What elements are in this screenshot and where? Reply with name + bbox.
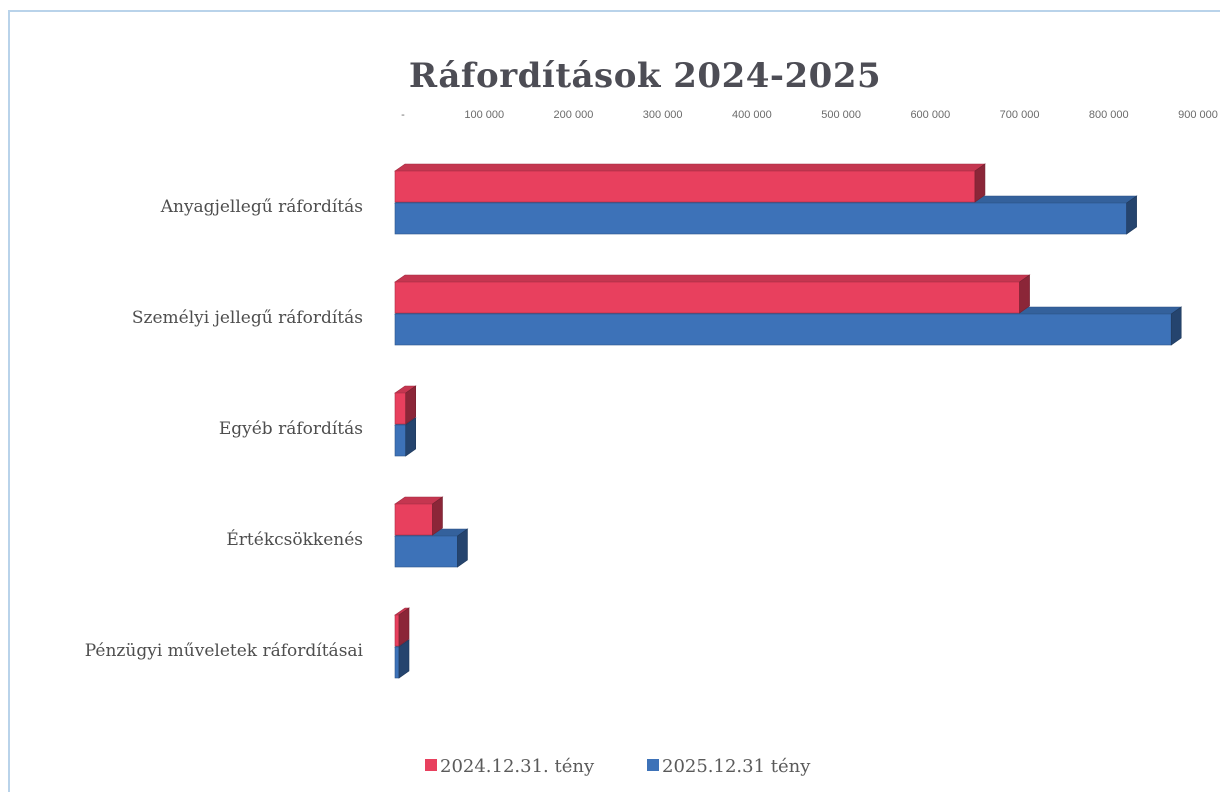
x-axis-ticks: - 100 000 200 000 300 000 400 000 500 000 600 … [401,109,1218,121]
bars [394,163,1183,679]
x-tick-label: - [401,109,405,121]
bar [394,607,410,647]
bar-side-face [1019,274,1030,314]
bar-front-face [394,424,407,457]
category-label: Személyi jellegű ráfordítás [132,308,363,328]
x-tick-label: 300 000 [643,109,683,121]
bar-side-face [1126,195,1137,235]
bar [394,163,986,203]
bar-front-face [394,614,400,647]
bar-front-face [394,503,433,536]
category-label: Egyéb ráfordítás [219,419,363,439]
bar [394,274,1031,314]
bar-side-face [405,385,417,425]
bar-top-face [394,274,1031,283]
x-tick-label: 700 000 [1000,109,1040,121]
bar-side-face [432,496,443,536]
x-tick-label: 100 000 [464,109,504,121]
chart-frame [8,10,1220,792]
bar [394,195,1138,235]
category-label: Anyagjellegű ráfordítás [160,197,363,217]
bar-top-face [394,163,986,172]
x-tick-label: 800 000 [1089,109,1129,121]
legend-swatch [647,759,659,771]
bar-front-face [394,392,407,425]
bar-side-face [398,607,410,647]
x-tick-label: 900 000 [1178,109,1218,121]
bar-side-face [405,417,417,457]
category-label: Pénzügyi műveletek ráfordításai [85,641,364,661]
bar-side-face [457,528,468,568]
bar [394,385,417,425]
bar-front-face [394,535,458,568]
legend-label: 2024.12.31. tény [440,756,595,777]
legend: 2024.12.31. tény 2025.12.31 tény [425,756,811,777]
bar-front-face [394,281,1020,314]
bar-side-face [398,639,410,679]
x-tick-label: 400 000 [732,109,772,121]
chart-title: Ráfordítások 2024-2025 [408,56,882,96]
x-tick-label: 600 000 [910,109,950,121]
bar-side-face [1170,306,1182,346]
bar-front-face [394,646,400,679]
bar-front-face [394,313,1172,346]
x-tick-label: 500 000 [821,109,861,121]
category-labels: Anyagjellegű ráfordítás Személyi jellegű … [85,197,364,661]
bar-side-face [974,163,986,203]
category-label: Értékcsökkenés [226,529,363,550]
bar [394,496,444,536]
legend-label: 2025.12.31 tény [662,756,811,777]
bar-front-face [394,170,976,203]
legend-swatch [425,759,437,771]
bar-front-face [394,202,1127,235]
x-tick-label: 200 000 [554,109,594,121]
